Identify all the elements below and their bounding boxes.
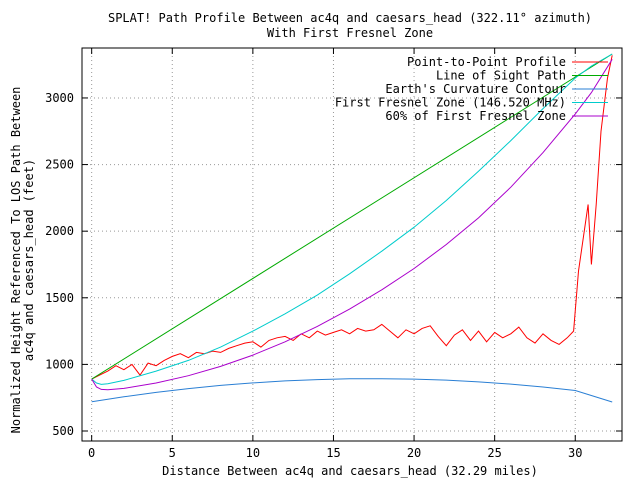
y-tick-label: 1500: [45, 291, 74, 305]
y-axis-label-line2: ac4q and caesars_head (feet): [22, 159, 36, 361]
axis-ticks: 0 5 10 15 20 25 30 500 1000 1500 2000 2500 3000: [45, 48, 622, 460]
x-tick-label: 30: [568, 446, 582, 460]
y-tick-label: 2500: [45, 158, 74, 172]
y-tick-label: 3000: [45, 91, 74, 105]
series-line-4: [91, 53, 613, 385]
y-axis-label-line1: Normalized Height Referenced To LOS Path…: [9, 87, 23, 434]
chart-title: SPLAT! Path Profile Between ac4q and cae…: [108, 11, 592, 25]
legend-label-1: Point-to-Point Profile: [407, 55, 566, 69]
grid: [82, 48, 622, 441]
x-tick-label: 5: [169, 446, 176, 460]
y-tick-label: 500: [52, 424, 74, 438]
plot-frame: [81, 47, 623, 442]
x-tick-label: 20: [407, 446, 421, 460]
legend-label-2: Line of Sight Path: [436, 69, 566, 83]
series-line-2: [91, 53, 613, 380]
x-tick-label: 15: [326, 446, 340, 460]
x-axis-label: Distance Between ac4q and caesars_head (…: [162, 464, 538, 478]
legend-label-4: First Fresnel Zone (146.520 MHz): [335, 96, 566, 110]
y-tick-label: 2000: [45, 224, 74, 238]
y-tick-label: 1000: [45, 357, 74, 371]
legend-label-5: 60% of First Fresnel Zone: [385, 109, 566, 123]
series-line-1: [91, 55, 613, 380]
chart-subtitle: With First Fresnel Zone: [267, 26, 433, 40]
series-lines: [91, 53, 613, 403]
series-line-5: [91, 59, 613, 391]
x-tick-label: 0: [88, 446, 95, 460]
x-tick-label: 25: [487, 446, 501, 460]
series-line-3: [91, 378, 613, 403]
x-tick-label: 10: [246, 446, 260, 460]
legend-label-3: Earth's Curvature Contour: [385, 82, 566, 96]
